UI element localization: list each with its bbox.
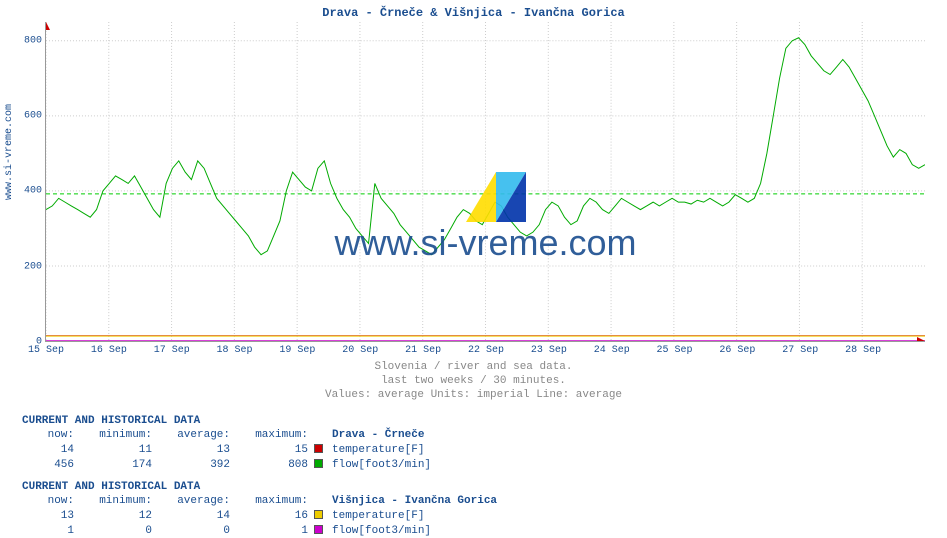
x-tick: 16 Sep <box>91 345 127 356</box>
subtitle-line-3: Values: average Units: imperial Line: av… <box>0 388 947 402</box>
x-tick: 18 Sep <box>217 345 253 356</box>
hist-data-row: 14111315temperature[F] <box>22 442 431 457</box>
historical-block-2: CURRENT AND HISTORICAL DATAnow:minimum:a… <box>22 480 497 538</box>
x-tick: 17 Sep <box>154 345 190 356</box>
x-tick: 26 Sep <box>719 345 755 356</box>
legend-swatch <box>314 444 323 453</box>
hist-header-row: now:minimum:average:maximum:Drava - Črne… <box>22 428 431 442</box>
x-tick: 21 Sep <box>405 345 441 356</box>
legend-swatch <box>314 510 323 519</box>
x-tick: 15 Sep <box>28 345 64 356</box>
y-tick: 600 <box>24 111 42 122</box>
y-tick: 200 <box>24 261 42 272</box>
historical-block-1: CURRENT AND HISTORICAL DATAnow:minimum:a… <box>22 414 431 472</box>
x-tick: 19 Sep <box>279 345 315 356</box>
subtitle-line-1: Slovenia / river and sea data. <box>0 360 947 374</box>
hist-heading: CURRENT AND HISTORICAL DATA <box>22 414 431 428</box>
hist-data-row: 13121416temperature[F] <box>22 508 497 523</box>
x-tick: 23 Sep <box>531 345 567 356</box>
chart-title: Drava - Črneče & Višnjica - Ivančna Gori… <box>0 6 947 20</box>
x-tick: 20 Sep <box>342 345 378 356</box>
subtitle-line-2: last two weeks / 30 minutes. <box>0 374 947 388</box>
x-tick: 22 Sep <box>468 345 504 356</box>
y-axis-label: www.si-vreme.com <box>4 104 15 200</box>
hist-data-row: 456174392808flow[foot3/min] <box>22 457 431 472</box>
x-tick: 27 Sep <box>782 345 818 356</box>
x-tick: 25 Sep <box>657 345 693 356</box>
plot-area: www.si-vreme.com 020040060080015 Sep16 S… <box>45 22 925 342</box>
watermark-logo <box>466 172 526 222</box>
x-tick: 28 Sep <box>845 345 881 356</box>
hist-heading: CURRENT AND HISTORICAL DATA <box>22 480 497 494</box>
hist-header-row: now:minimum:average:maximum:Višnjica - I… <box>22 494 497 508</box>
legend-swatch <box>314 459 323 468</box>
x-tick: 24 Sep <box>594 345 630 356</box>
subtitle-block: Slovenia / river and sea data. last two … <box>0 360 947 402</box>
legend-swatch <box>314 525 323 534</box>
y-tick: 800 <box>24 35 42 46</box>
y-tick: 400 <box>24 186 42 197</box>
